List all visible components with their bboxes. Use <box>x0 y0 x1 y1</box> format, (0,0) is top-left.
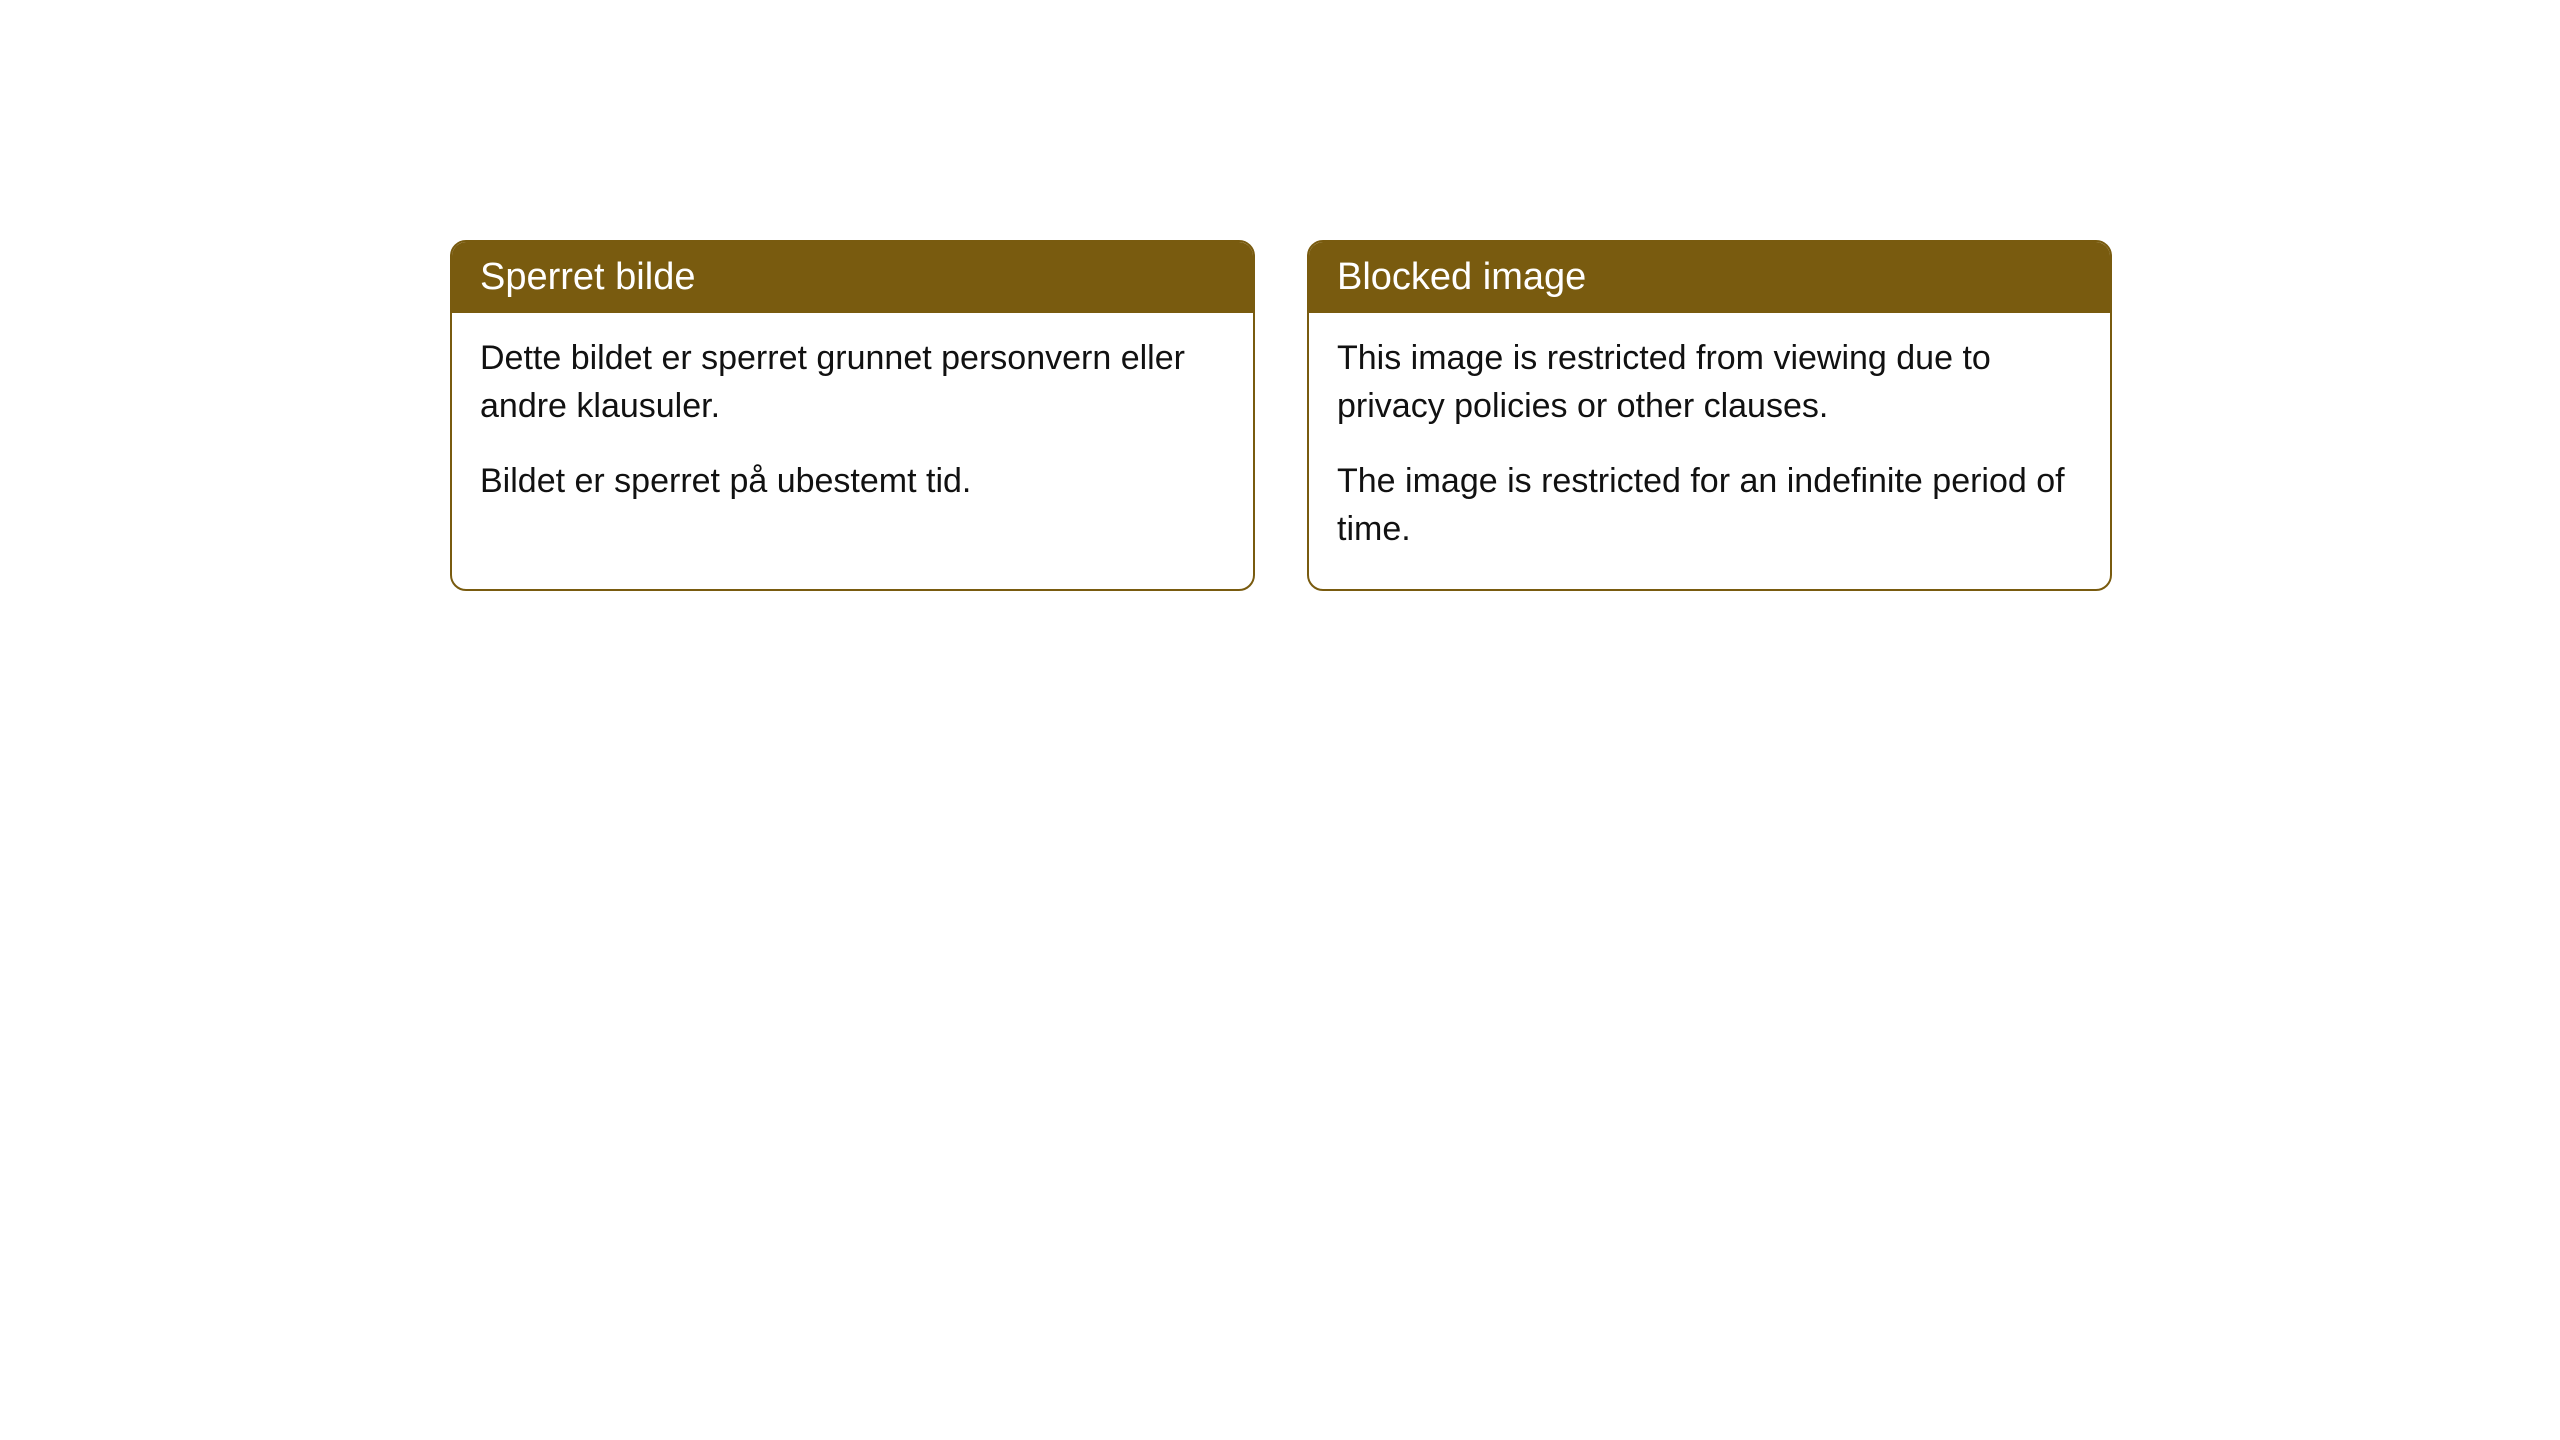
card-body-right: This image is restricted from viewing du… <box>1309 313 2110 589</box>
card-sperret-bilde: Sperret bilde Dette bildet er sperret gr… <box>450 240 1255 591</box>
card-header-left: Sperret bilde <box>452 242 1253 313</box>
card-paragraph: This image is restricted from viewing du… <box>1337 335 2082 430</box>
card-body-left: Dette bildet er sperret grunnet personve… <box>452 313 1253 542</box>
card-header-right: Blocked image <box>1309 242 2110 313</box>
cards-container: Sperret bilde Dette bildet er sperret gr… <box>450 240 2112 591</box>
card-paragraph: The image is restricted for an indefinit… <box>1337 458 2082 553</box>
card-paragraph: Bildet er sperret på ubestemt tid. <box>480 458 1225 506</box>
card-blocked-image: Blocked image This image is restricted f… <box>1307 240 2112 591</box>
card-paragraph: Dette bildet er sperret grunnet personve… <box>480 335 1225 430</box>
